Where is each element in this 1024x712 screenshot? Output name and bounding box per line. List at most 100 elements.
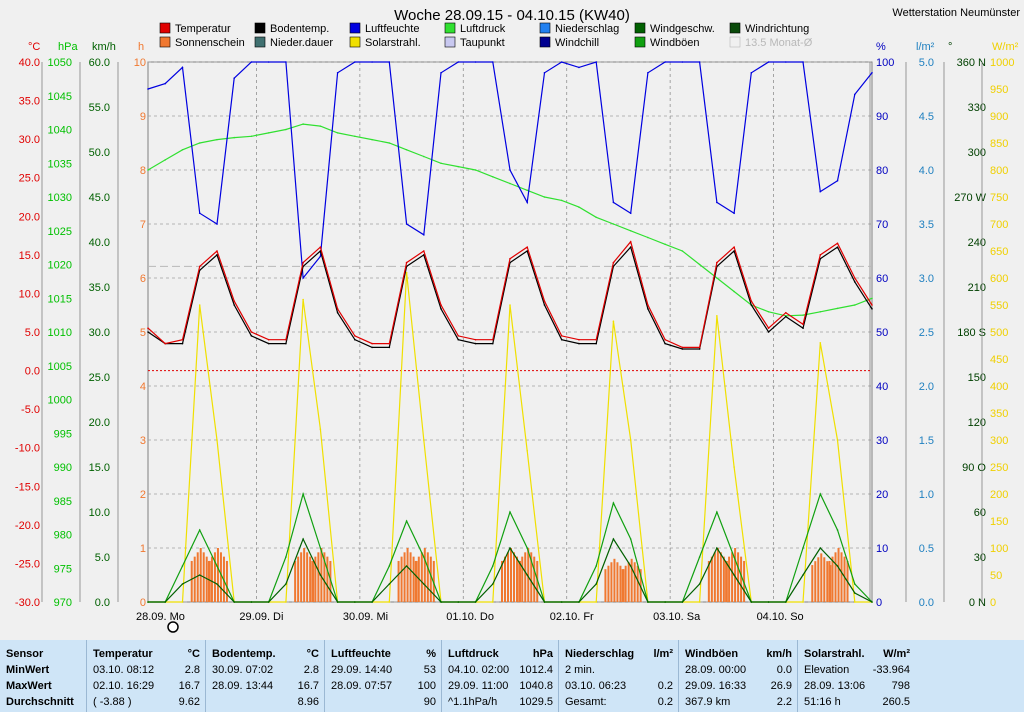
data-point — [457, 165, 460, 168]
data-point — [319, 125, 322, 127]
sunshine-bar — [504, 556, 506, 602]
sunshine-bar — [210, 556, 213, 602]
data-point — [647, 308, 649, 310]
data-point — [267, 132, 270, 134]
h-tick-label: 7 — [140, 219, 146, 231]
deg-tick-label: 90 O — [962, 462, 986, 474]
stats-cell-row: 28.09. 13:44 16.7 — [212, 680, 319, 694]
legend-swatch — [254, 36, 266, 48]
deg-tick-label: 180 S — [957, 327, 986, 339]
stats-column: Windböen km/h 28.09. 00:00 0.0 29.09. 16:33 2… — [678, 640, 798, 712]
h-tick-label: 0 — [140, 597, 146, 609]
stats-cell-value: 0.0 — [776, 664, 792, 676]
data-point — [698, 61, 701, 63]
data-point — [302, 261, 304, 264]
temp-tick-label: 0.0 — [25, 366, 40, 378]
data-point — [440, 162, 442, 165]
wm2-tick-label: 950 — [990, 84, 1008, 96]
data-point — [716, 261, 718, 264]
hpa-tick-label: 1005 — [48, 361, 72, 373]
sunshine-bar — [412, 556, 415, 602]
sunshine-bar — [811, 565, 814, 602]
stats-cell-label: Elevation — [804, 664, 850, 676]
lm2-tick-label: 0.5 — [919, 543, 934, 555]
data-point — [733, 212, 735, 214]
legend-label: Solarstrahl. — [365, 37, 421, 49]
lm2-unit-label: l/m² — [916, 41, 935, 53]
deg-tick-label: 330 — [968, 102, 986, 114]
data-point — [267, 338, 270, 341]
stats-cell-row: 29.09. 11:00 1040.8 — [448, 680, 553, 694]
data-point — [802, 323, 804, 326]
stats-row-label: MaxWert — [6, 680, 52, 692]
wm2-tick-label: 550 — [990, 300, 1008, 312]
data-point — [474, 169, 477, 171]
lm2-tick-label: 3.5 — [919, 219, 934, 231]
data-point — [664, 61, 666, 63]
data-point — [560, 199, 563, 202]
data-point — [371, 138, 373, 141]
hpa-tick-label: 990 — [54, 462, 72, 474]
data-point — [819, 190, 822, 193]
wm2-tick-label: 600 — [990, 273, 1008, 285]
x-axis-labels: 28.09. Mo 29.09. Di 30.09. Mi 01.10. Do 02.1… — [136, 611, 804, 623]
data-point — [181, 338, 184, 341]
stats-row-label: Sensor — [6, 648, 44, 660]
stats-cell-label: 51:16 h — [804, 696, 841, 708]
sunshine-bar — [828, 560, 831, 602]
sunshine-bar — [294, 560, 297, 602]
stats-cell-row: 29.09. 16:33 26.9 — [685, 680, 792, 694]
data-point — [267, 342, 270, 345]
temp-tick-label: 10.0 — [19, 288, 40, 300]
stats-cell-row: 90 — [331, 696, 436, 710]
data-point — [871, 308, 873, 310]
sunshine-bar — [501, 560, 503, 602]
data-point — [785, 311, 787, 314]
data-point — [216, 583, 218, 585]
pct-tick-label: 10 — [876, 543, 888, 555]
stats-column: Temperatur °C 03.10. 08:12 2.8 02.10. 16:29 1… — [86, 640, 206, 712]
data-point — [285, 342, 287, 345]
stats-header: Windböen — [685, 648, 739, 660]
data-point — [629, 538, 632, 540]
sunshine-bar — [716, 548, 719, 602]
data-point — [733, 290, 735, 293]
sunshine-bar — [400, 556, 403, 602]
data-point — [250, 335, 253, 337]
data-point — [457, 338, 460, 341]
stats-cell-value: 9.62 — [178, 696, 200, 708]
temp-tick-label: 5.0 — [25, 327, 40, 339]
data-point — [543, 196, 546, 198]
kmh-unit-label: km/h — [92, 41, 116, 53]
data-point — [457, 335, 460, 337]
wm2-tick-label: 250 — [990, 462, 1008, 474]
data-point — [319, 246, 322, 248]
sunshine-bar — [837, 548, 840, 602]
stats-cell-label: 03.10. 06:23 — [565, 680, 627, 692]
data-point — [802, 61, 804, 63]
stats-cell-label: 28.09. 00:00 — [685, 664, 747, 676]
stats-cell-value: 16.7 — [178, 680, 200, 692]
data-point — [526, 574, 529, 576]
data-point — [388, 342, 391, 345]
data-point — [474, 601, 477, 603]
data-point — [560, 601, 563, 603]
hpa-tick-label: 1030 — [48, 192, 72, 204]
stats-cell-value: 53 — [423, 664, 436, 676]
h-tick-label: 5 — [140, 327, 146, 339]
wm2-tick-label: 350 — [990, 408, 1008, 420]
sunshine-bar — [630, 558, 633, 602]
time-cursor-handle[interactable] — [167, 621, 179, 633]
stats-cell-label: 28.09. 07:57 — [331, 680, 393, 692]
data-point — [871, 72, 873, 74]
stats-cell-label: 29.09. 16:33 — [685, 680, 747, 692]
pct-tick-label: 90 — [876, 111, 888, 123]
stats-cell-row: 03.10. 06:23 0.2 — [565, 680, 673, 694]
stats-cell-label: ^1.1hPa/h — [448, 696, 498, 708]
stats-cell-value: 100 — [417, 680, 436, 692]
hpa-tick-label: 1010 — [48, 327, 72, 339]
sunshine-bar — [426, 552, 429, 602]
hpa-tick-label: 1045 — [48, 91, 72, 103]
sunshine-bar — [633, 562, 636, 602]
hpa-tick-label: 1015 — [48, 293, 72, 305]
